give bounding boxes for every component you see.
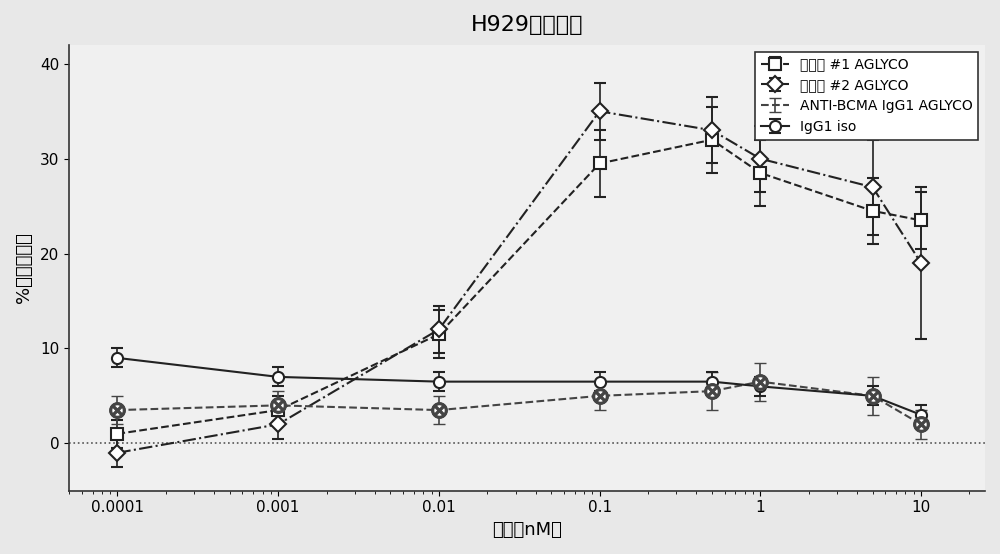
Y-axis label: %特异性裂解: %特异性裂解: [15, 232, 33, 303]
X-axis label: 浓度（nM）: 浓度（nM）: [492, 521, 562, 539]
Title: H929肿瘤细胞: H929肿瘤细胞: [471, 15, 583, 35]
Legend: 构建体 #1 AGLYCO, 构建体 #2 AGLYCO, ANTI-BCMA IgG1 AGLYCO, IgG1 iso: 构建体 #1 AGLYCO, 构建体 #2 AGLYCO, ANTI-BCMA …: [755, 52, 978, 140]
